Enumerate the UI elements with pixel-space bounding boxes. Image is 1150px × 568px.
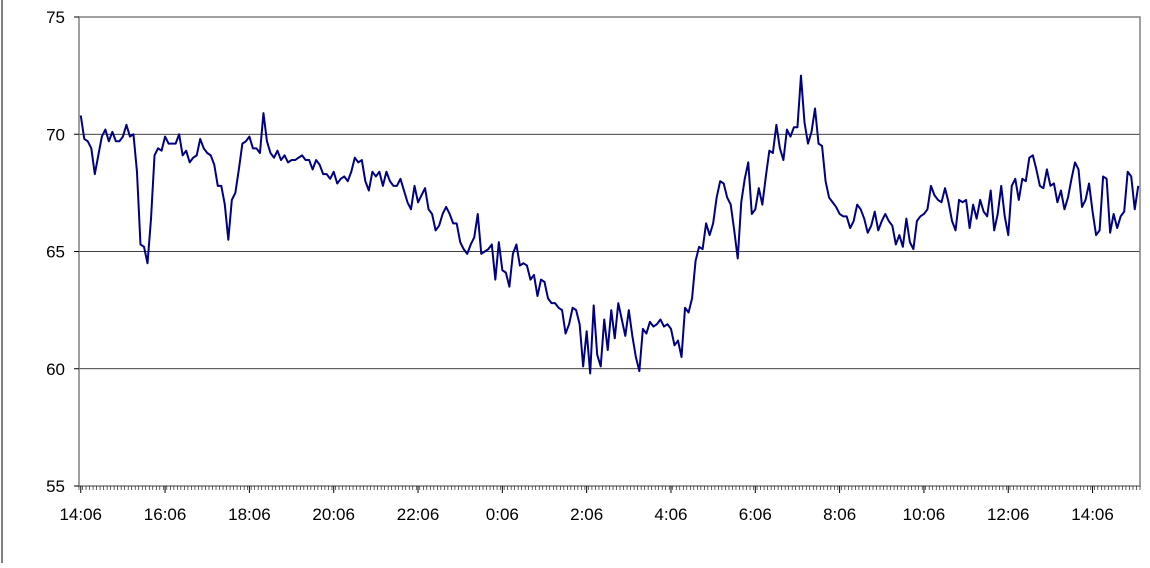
y-tick-label: 70 (46, 125, 65, 144)
x-tick-label: 6:06 (739, 505, 772, 524)
x-tick-label: 14:06 (59, 505, 102, 524)
x-tick-label: 8:06 (823, 505, 856, 524)
x-tick-label: 4:06 (654, 505, 687, 524)
x-tick-label: 18:06 (228, 505, 271, 524)
y-tick-label: 60 (46, 360, 65, 379)
x-tick-label: 14:06 (1071, 505, 1114, 524)
x-tick-label: 10:06 (903, 505, 946, 524)
x-axis: 14:06 16:06 18:06 20:06 22:06 0:06 2:06 4:06 6:0… (59, 486, 1140, 524)
y-tick-label: 75 (46, 8, 65, 27)
x-tick-label: 22:06 (397, 505, 440, 524)
y-axis: 55 60 65 70 75 (46, 8, 79, 496)
x-tick-label: 12:06 (987, 505, 1030, 524)
y-tick-label: 65 (46, 243, 65, 262)
x-tick-label: 16:06 (144, 505, 187, 524)
x-tick-label: 0:06 (486, 505, 519, 524)
y-tick-label: 55 (46, 477, 65, 496)
x-tick-label: 20:06 (312, 505, 355, 524)
x-tick-label: 2:06 (570, 505, 603, 524)
